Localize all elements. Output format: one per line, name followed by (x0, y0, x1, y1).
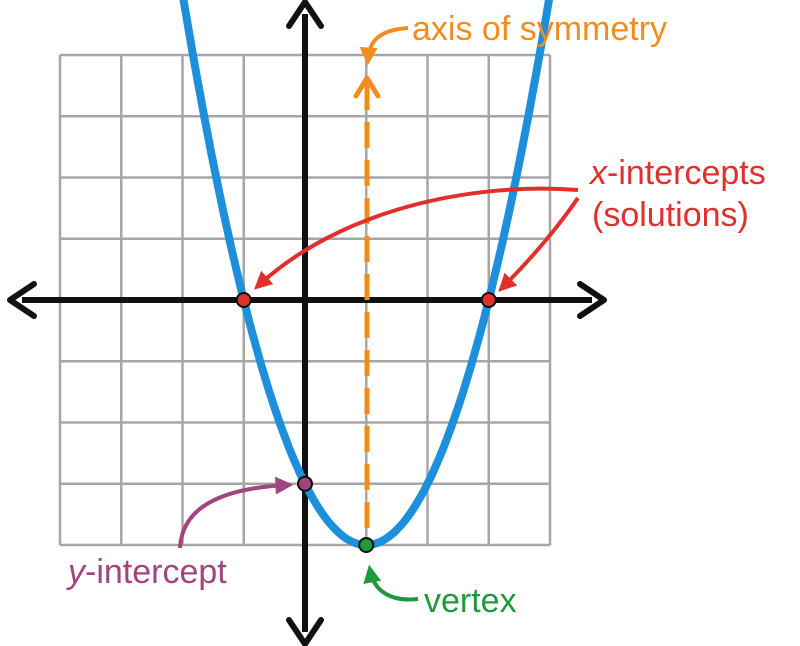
x-intercept-point-left (235, 292, 252, 308)
vertex-point (358, 537, 375, 553)
y-intercept-text: -intercept (85, 553, 227, 591)
x-intercepts-text: -intercepts (607, 154, 766, 192)
x-intercept-pointer-right (498, 196, 580, 292)
solutions-label: (solutions) (592, 196, 749, 234)
vertex-pointer (363, 564, 419, 602)
vertex-label: vertex (424, 582, 517, 620)
axis-of-symmetry-label: axis of symmetry (412, 10, 667, 48)
x-intercepts-label: x-intercepts (588, 154, 766, 192)
y-axis (286, 0, 324, 646)
x-variable: x (588, 154, 608, 192)
x-intercept-pointer-left (254, 186, 579, 290)
axis-of-symmetry-pointer (359, 26, 409, 66)
y-intercept-label: y-intercept (66, 553, 227, 591)
x-intercept-point-right (480, 292, 497, 308)
y-intercept-pointer (178, 476, 294, 549)
y-intercept-point (297, 475, 313, 492)
y-variable: y (66, 553, 87, 591)
axis-of-symmetry-line (353, 75, 381, 545)
